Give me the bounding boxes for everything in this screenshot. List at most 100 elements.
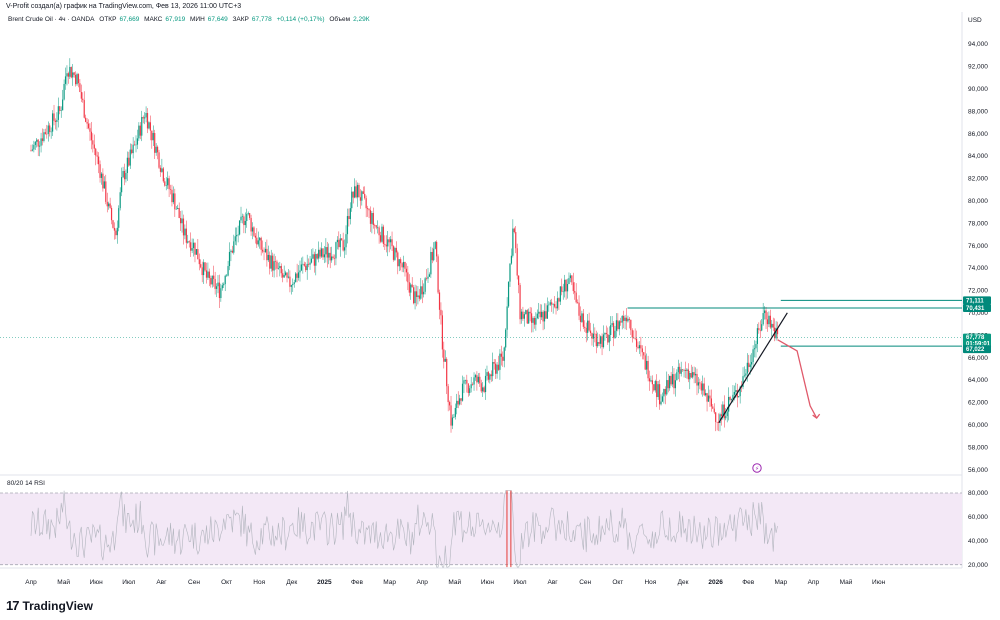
candle — [556, 291, 559, 311]
candle — [620, 317, 622, 326]
candle — [505, 328, 507, 351]
candle — [595, 330, 597, 354]
candle — [179, 210, 182, 231]
candle — [470, 376, 472, 393]
candle — [535, 312, 537, 331]
candle — [136, 129, 139, 150]
candle — [525, 309, 527, 315]
candle — [500, 345, 502, 366]
candle — [96, 151, 98, 165]
candle — [161, 158, 163, 173]
symbol-name[interactable]: Brent Crude Oil · 4ч · OANDA — [8, 16, 95, 23]
svg-text:⚡: ⚡ — [755, 466, 759, 473]
candle — [492, 352, 494, 382]
candle — [516, 243, 518, 280]
candle — [555, 301, 557, 315]
price-chart[interactable]: USD 94,000 92,000 90,000 88,000 86,000 84,000… — [0, 0, 1000, 598]
candle — [300, 257, 303, 272]
volume-label: Объем — [329, 16, 351, 23]
candle — [674, 373, 677, 397]
candle — [484, 368, 487, 400]
time-tick-label: Авг — [548, 579, 559, 586]
candle — [40, 132, 42, 153]
time-tick-label: Окт — [612, 579, 623, 586]
candle — [345, 225, 347, 255]
candle — [417, 286, 419, 305]
time-tick-label: Апр — [416, 579, 428, 586]
candle — [715, 411, 717, 432]
candle — [451, 414, 454, 430]
candle — [530, 307, 533, 333]
candle — [34, 141, 36, 150]
candle — [594, 327, 596, 343]
candle — [738, 396, 740, 398]
candle — [591, 332, 593, 346]
candle — [279, 261, 281, 277]
rsi-band-fill — [0, 493, 962, 565]
candle — [700, 380, 702, 395]
high-value: 67,919 — [165, 16, 186, 23]
candle — [742, 367, 744, 390]
candle — [407, 265, 409, 291]
candle — [355, 180, 357, 199]
candle — [705, 389, 707, 397]
candle — [464, 379, 467, 385]
candle — [671, 366, 674, 388]
candle — [346, 208, 349, 244]
candle — [309, 255, 311, 270]
candle — [686, 368, 688, 379]
candle — [461, 375, 464, 402]
time-tick-label: Май — [57, 578, 70, 586]
candle — [47, 121, 49, 142]
candle — [261, 240, 264, 254]
candle — [60, 106, 62, 118]
candle — [463, 376, 465, 394]
price-label-71111: 71,111 — [963, 296, 991, 305]
candle — [148, 121, 150, 130]
candle — [487, 370, 490, 383]
candle — [270, 249, 272, 272]
candle — [36, 138, 38, 148]
candle — [384, 235, 386, 251]
candle — [679, 363, 681, 382]
candle — [614, 325, 616, 340]
candle — [297, 265, 300, 281]
candle — [684, 361, 687, 379]
candle — [390, 235, 392, 250]
high-label: МАКС — [144, 16, 163, 23]
candle — [526, 309, 528, 325]
candle — [669, 375, 671, 391]
candle — [576, 299, 579, 304]
candle — [410, 282, 412, 300]
candle — [404, 261, 406, 277]
candle — [542, 310, 544, 331]
candle — [325, 238, 327, 263]
candle — [31, 144, 34, 152]
candle — [611, 316, 613, 328]
price-label-70431: 70,431 — [963, 303, 991, 312]
trend-line[interactable] — [718, 312, 788, 423]
candle — [115, 228, 117, 240]
time-tick-label: Фев — [351, 579, 364, 586]
alert-icon[interactable]: ⚡ — [752, 463, 762, 473]
candle — [364, 186, 366, 200]
candle — [181, 210, 183, 233]
candle — [267, 245, 269, 263]
candle — [687, 363, 689, 383]
time-tick-label: Авг — [156, 579, 167, 586]
candle — [264, 241, 267, 254]
time-tick-label: Мар — [774, 579, 787, 586]
candle — [119, 187, 121, 211]
candle — [543, 303, 546, 330]
candle — [109, 197, 111, 209]
candle — [638, 341, 641, 354]
time-tick-label: Май — [448, 578, 461, 586]
candle — [149, 115, 151, 141]
projection-arrow[interactable] — [777, 339, 818, 419]
candle — [138, 122, 140, 141]
candle — [331, 246, 333, 263]
candle — [188, 240, 190, 248]
price-tick-label: 60,000 — [968, 422, 988, 429]
candle — [80, 84, 82, 103]
